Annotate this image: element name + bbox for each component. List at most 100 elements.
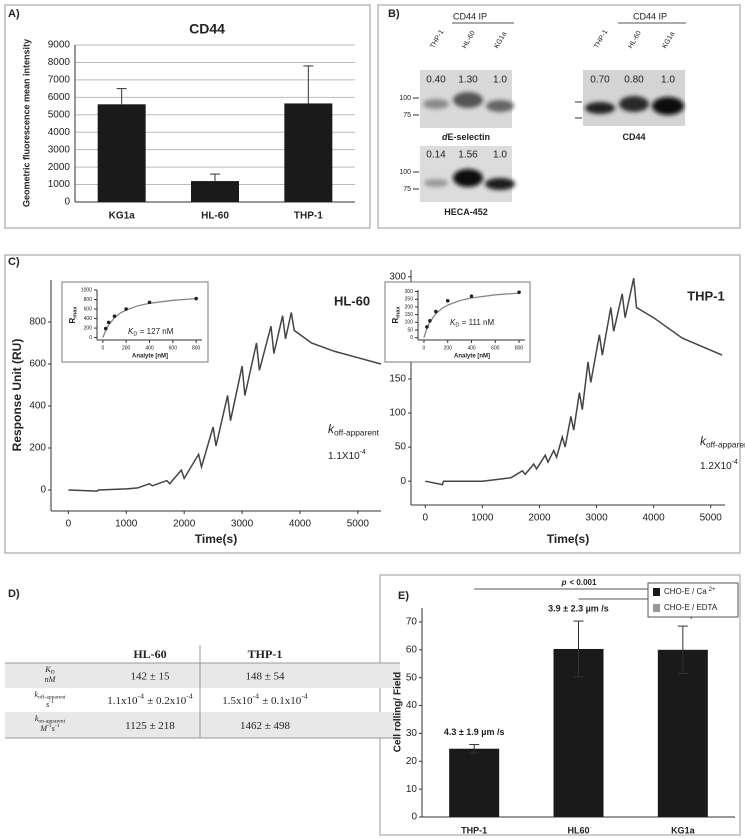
y-tick-label: 200 xyxy=(29,443,46,454)
table-cell: 148 ± 54 xyxy=(245,670,285,682)
panel-label: C) xyxy=(8,256,20,268)
y-tick-label: 0 xyxy=(410,335,413,341)
band-ratio: 0.70 xyxy=(590,75,610,86)
text-segment: -1 xyxy=(47,723,52,729)
kd-label: KD = 111 nM xyxy=(450,318,495,329)
annotation: 3.9 ± 2.3 µm /s xyxy=(548,603,609,613)
x-axis-label: Analyte [nM] xyxy=(132,354,168,360)
y-axis-label: Geometric fluorescence mean intensity xyxy=(21,39,31,207)
text-segment: off-apparent xyxy=(334,428,380,438)
y-tick-label: 5000 xyxy=(48,109,71,120)
band xyxy=(619,96,649,112)
text-segment: 1.1X10 xyxy=(328,451,360,462)
text-segment: -4 xyxy=(360,449,366,456)
y-axis-label: Cell rolling/ Field xyxy=(393,672,404,753)
y-tick-label: 20 xyxy=(406,756,418,767)
x-tick-label: 2000 xyxy=(173,519,196,530)
chart-title: CD44 xyxy=(189,21,225,37)
y-tick-label: 300 xyxy=(405,289,414,295)
inset-frame xyxy=(384,281,531,363)
table-cell: 1.5x10-4 ± 0.1x10-4 xyxy=(222,691,308,706)
text-segment: -4 xyxy=(301,691,308,700)
row-label: s-1 xyxy=(46,699,54,709)
text-segment: E-selectin xyxy=(447,132,490,142)
x-tick-label: 1000 xyxy=(115,519,138,530)
text-segment: -4 xyxy=(253,691,260,700)
data-point xyxy=(124,307,128,311)
text-segment: nM xyxy=(45,675,57,684)
x-tick-label: 0 xyxy=(101,345,104,351)
band-ratio: 1.0 xyxy=(493,75,507,86)
text-segment: k xyxy=(328,422,335,436)
legend-name-sup: 2+ xyxy=(709,587,716,593)
x-tick-label: 400 xyxy=(467,345,476,351)
error-bar xyxy=(469,744,480,754)
panel-label: B) xyxy=(388,8,400,20)
error-bar xyxy=(677,625,688,674)
band-ratio: 1.56 xyxy=(458,150,478,161)
table-cell: 1125 ± 218 xyxy=(125,720,175,732)
error-bar xyxy=(573,620,584,678)
x-tick-label: KG1a xyxy=(671,825,696,835)
data-point xyxy=(147,300,152,305)
band xyxy=(485,178,515,190)
text-segment: 148 ± 54 xyxy=(245,670,285,682)
text-segment: R xyxy=(391,317,400,323)
x-tick-label: KG1a xyxy=(109,211,136,222)
panel-label: D) xyxy=(8,588,20,600)
x-tick-label: 200 xyxy=(122,345,131,351)
x-tick-label: 600 xyxy=(169,345,178,351)
lane-label: HL-60 xyxy=(461,30,477,50)
significance-p: p xyxy=(561,578,567,587)
blot-caption: CD44 xyxy=(622,132,645,142)
error-bar xyxy=(116,88,127,105)
y-tick-label: 0 xyxy=(64,197,70,208)
text-segment: on-apparent xyxy=(38,719,65,725)
panel-frame xyxy=(4,4,371,229)
band-ratio: 1.0 xyxy=(493,150,507,161)
table-header: THP-1 xyxy=(248,647,283,661)
text-segment: D xyxy=(133,332,137,338)
y-tick-label: 0 xyxy=(89,335,92,341)
y-tick-label: 150 xyxy=(389,374,406,385)
blot-image xyxy=(575,70,685,126)
y-tick-label: 0 xyxy=(411,812,417,823)
band-ratio: 1.0 xyxy=(661,75,675,86)
legend-name: CHO-E / EDTA xyxy=(664,603,718,612)
text-segment: = 111 nM xyxy=(462,318,495,327)
band xyxy=(585,102,615,114)
significance-label: < 0.001 xyxy=(570,578,597,587)
row-label: M-1s-1 xyxy=(39,723,59,733)
data-point xyxy=(445,298,450,303)
x-axis-label: Time(s) xyxy=(547,532,589,546)
kd-label: KD = 127 nM xyxy=(128,327,174,338)
bar xyxy=(97,104,146,202)
y-tick-label: 1000 xyxy=(48,179,71,190)
y-tick-label: 50 xyxy=(406,672,418,683)
mw-marker: 75 xyxy=(403,112,411,119)
response-curve xyxy=(68,312,382,492)
text-segment: ± 0.1x10 xyxy=(262,695,302,707)
data-point xyxy=(428,318,432,323)
x-tick-label: 0 xyxy=(66,519,72,530)
text-segment: s xyxy=(52,724,55,733)
data-point xyxy=(517,290,521,295)
band-ratio: 0.80 xyxy=(624,75,644,86)
y-tick-label: 400 xyxy=(84,316,93,322)
blot-caption: dE-selectin xyxy=(442,132,490,142)
lane-label: KG1a xyxy=(493,31,508,50)
text-segment: -4 xyxy=(186,691,193,700)
chart-title: HL-60 xyxy=(334,293,370,308)
y-tick-label: 1000 xyxy=(81,287,92,293)
text-segment: -1 xyxy=(55,723,60,729)
y-tick-label: 3000 xyxy=(48,144,71,155)
blot-caption: HECA-452 xyxy=(444,207,488,217)
annotation: 1.2X10-4 xyxy=(700,459,738,472)
y-tick-label: 300 xyxy=(389,271,406,282)
lane-label: HL-60 xyxy=(627,30,643,50)
x-tick-label: THP-1 xyxy=(461,825,487,835)
band xyxy=(423,99,449,109)
panel-label: A) xyxy=(8,8,20,20)
